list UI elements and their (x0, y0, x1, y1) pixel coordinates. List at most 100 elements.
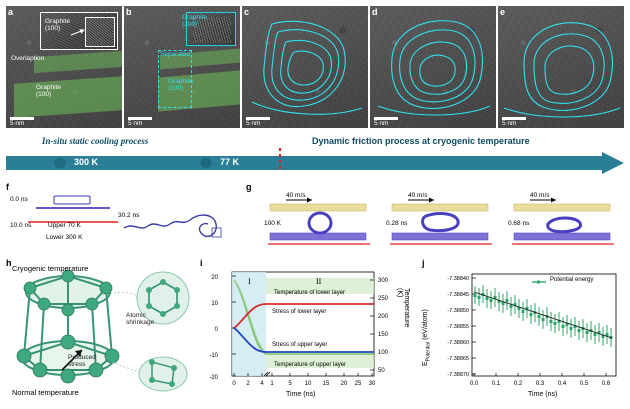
panel-j-ylabel: EPotential (eV/atom) (422, 309, 432, 366)
panel-i-annotation-stress-upper: Stress of upper layer (272, 342, 328, 348)
svg-text:300: 300 (378, 278, 389, 284)
panel-e-scale-bar (502, 117, 526, 120)
panel-c-tem-image: c 5 nm (242, 6, 368, 128)
panel-b-inset (186, 12, 236, 46)
svg-text:2: 2 (246, 381, 250, 387)
panel-f-time-30: 30.2 ns (118, 212, 140, 219)
process-timeline-arrow: 300 K 77 K (6, 152, 624, 178)
panel-c-scale-text: 5 nm (246, 120, 261, 127)
svg-text:20: 20 (341, 381, 348, 387)
svg-text:0.3: 0.3 (536, 381, 545, 387)
panel-e-label: e (500, 7, 506, 17)
svg-text:-10: -10 (209, 353, 218, 359)
panel-d-scale-bar (374, 117, 398, 120)
panel-h-atomic-model: h (6, 258, 196, 406)
panel-a-green-band-upper (34, 50, 122, 74)
timeline-divider (279, 148, 281, 170)
svg-text:10: 10 (211, 301, 218, 307)
panel-b-inset-annotation: Graphite (100) (182, 14, 207, 29)
timeline-marker-300k: 300 K (74, 157, 99, 167)
svg-text:0.0: 0.0 (470, 381, 479, 387)
panel-h-atomic-shrinkage-label: Atomic shrinkage (126, 312, 155, 327)
svg-text:0.5: 0.5 (580, 381, 589, 387)
panel-f-lower-temp: Lower 300 K (46, 234, 83, 241)
svg-text:-7.38865: -7.38865 (447, 356, 469, 362)
svg-text:4: 4 (260, 381, 264, 387)
svg-text:250: 250 (378, 296, 389, 302)
panel-g-label: g (246, 182, 252, 192)
svg-text:15: 15 (323, 381, 330, 387)
panel-i-annotation-temp-lower: Temperature of lower layer (274, 290, 346, 296)
panel-e-scale-text: 5 nm (502, 120, 517, 127)
panel-b-tem-image: b Graphite (100) Separated Graphite (100) … (124, 6, 240, 128)
svg-text:0: 0 (232, 381, 236, 387)
svg-text:20: 20 (211, 275, 218, 281)
panel-e-tem-image: e 5 nm (498, 6, 624, 128)
panel-a-inset-annotation: Graphite (100) (45, 18, 70, 33)
panel-f-time-0: 0.0 ns (10, 196, 28, 203)
panel-j-xlabel: Time (ns) (528, 391, 558, 398)
panel-d-scale-text: 5 nm (374, 120, 389, 127)
panel-g-speed-2: 40 m/s (530, 192, 550, 199)
panel-i-y2label: Temperature (K) (396, 288, 410, 328)
panel-a-scale-text: 5 nm (10, 120, 25, 127)
panel-d-tem-image: d 5 nm (370, 6, 496, 128)
svg-text:I: I (248, 277, 251, 286)
panel-g-friction-snapshots: g 40 m/s 100 K 40 m/s 0.28 ns 40 m/s 0.6… (246, 182, 624, 254)
panel-c-scale-bar (246, 117, 270, 120)
svg-text:0.4: 0.4 (558, 381, 567, 387)
panel-j-legend-label: Potential energy (550, 277, 594, 283)
panel-a-label: a (8, 7, 14, 17)
svg-text:-20: -20 (209, 375, 218, 381)
panel-j-potential-energy-chart: j -7.38840 -7.38845 -7.38850 -7.38855 -7… (420, 258, 624, 406)
svg-text:-7.38850: -7.38850 (447, 308, 469, 314)
svg-text:-7.38855: -7.38855 (447, 324, 469, 330)
panel-j-label: j (422, 258, 425, 268)
panel-h-cryogenic-label: Cryogenic temperature (12, 264, 89, 273)
panel-b-graphite-annotation: Graphite (100) (168, 78, 193, 93)
timeline-left-title: In-situ static cooling process (42, 136, 149, 146)
panel-b-scale-bar (128, 117, 152, 120)
panel-g-time-0: 100 K (264, 220, 281, 227)
panel-i-annotation-temp-upper: Temperature of upper layer (274, 362, 347, 368)
panel-c-label: c (244, 7, 250, 17)
panel-j-plot: -7.38840 -7.38845 -7.38850 -7.38855 -7.3… (447, 273, 617, 387)
svg-text:200: 200 (378, 314, 389, 320)
panel-i-label: i (200, 258, 203, 268)
panel-h-produced-stress-label: Produced stress (68, 354, 96, 369)
panel-f-label: f (6, 182, 9, 192)
panel-b-label: b (126, 7, 132, 17)
panel-b-dashed-region (158, 50, 192, 108)
panel-h-normal-temp-label: Normal temperature (12, 388, 79, 397)
panel-f-time-10: 10.0 ns (10, 222, 32, 229)
svg-text:1: 1 (270, 381, 274, 387)
svg-text:0.1: 0.1 (492, 381, 501, 387)
panel-g-time-2: 0.68 ns (508, 220, 530, 227)
panel-b-scale-text: 5 nm (128, 120, 143, 127)
svg-text:30: 30 (369, 381, 376, 387)
panel-a-inset: Graphite (100) (40, 12, 118, 50)
panel-a-green-band-lower (14, 76, 122, 118)
panel-g-speed-0: 40 m/s (286, 192, 306, 199)
panel-i-xlabel: Time (ns) (286, 391, 316, 398)
panel-h-label: h (6, 258, 12, 268)
svg-text:-7.38860: -7.38860 (447, 340, 469, 346)
svg-text:-7.38870: -7.38870 (447, 372, 469, 378)
svg-text:50: 50 (378, 368, 385, 374)
panel-i-annotation-stress-lower: Stress of lower layer (272, 309, 327, 315)
svg-text:0.6: 0.6 (602, 381, 611, 387)
svg-text:-7.38845: -7.38845 (447, 292, 469, 298)
svg-text:II: II (316, 277, 322, 286)
panel-g-time-1: 0.28 ns (386, 220, 408, 227)
panel-b-separated-annotation: Separated (160, 51, 190, 58)
panel-a-graphite-annotation: Graphite (100) (36, 84, 61, 99)
panel-g-speed-1: 40 m/s (408, 192, 428, 199)
svg-text:5: 5 (288, 381, 292, 387)
panel-i-stress-temperature-chart: i 20 10 0 -10 -20 300 250 200 150 100 50 (198, 258, 416, 406)
panel-a-scale-bar (10, 117, 34, 120)
timeline-right-title: Dynamic friction process at cryogenic te… (312, 136, 530, 146)
svg-text:0.2: 0.2 (514, 381, 523, 387)
svg-text:100: 100 (378, 350, 389, 356)
svg-text:150: 150 (378, 332, 389, 338)
